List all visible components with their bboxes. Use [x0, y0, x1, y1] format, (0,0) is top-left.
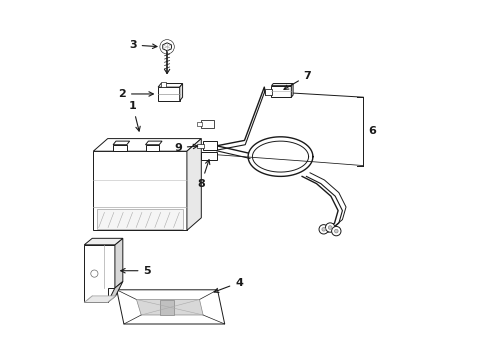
- Polygon shape: [271, 84, 292, 86]
- Bar: [161, 82, 166, 87]
- Polygon shape: [115, 238, 122, 288]
- Text: 2: 2: [118, 89, 153, 99]
- Circle shape: [318, 225, 328, 234]
- Polygon shape: [179, 84, 182, 101]
- Bar: [197, 122, 202, 126]
- Bar: [264, 89, 272, 95]
- Bar: [145, 145, 159, 151]
- Bar: [97, 209, 183, 229]
- Circle shape: [325, 223, 334, 232]
- Bar: [93, 151, 186, 230]
- Polygon shape: [136, 300, 203, 315]
- Bar: [203, 141, 216, 150]
- Text: 1: 1: [129, 101, 140, 131]
- Text: 5: 5: [121, 266, 151, 276]
- Polygon shape: [93, 139, 201, 151]
- Polygon shape: [84, 245, 115, 302]
- Polygon shape: [113, 141, 129, 145]
- Polygon shape: [145, 141, 162, 145]
- Polygon shape: [84, 238, 122, 245]
- Circle shape: [334, 229, 337, 233]
- Bar: [158, 87, 179, 101]
- Circle shape: [321, 228, 325, 231]
- Polygon shape: [158, 84, 182, 87]
- Polygon shape: [163, 43, 171, 51]
- Text: 7: 7: [284, 71, 311, 89]
- Bar: [113, 145, 126, 151]
- Bar: [197, 144, 203, 148]
- Bar: [201, 152, 217, 160]
- Circle shape: [331, 226, 340, 236]
- Circle shape: [328, 226, 331, 229]
- Polygon shape: [291, 84, 292, 97]
- Text: 3: 3: [129, 40, 157, 50]
- Text: 9: 9: [174, 143, 197, 153]
- Bar: [201, 120, 213, 128]
- Circle shape: [91, 270, 98, 277]
- Polygon shape: [84, 296, 115, 302]
- Polygon shape: [186, 139, 201, 230]
- Polygon shape: [107, 282, 122, 302]
- Text: 4: 4: [214, 278, 243, 293]
- Text: 8: 8: [197, 160, 209, 189]
- Bar: [271, 86, 291, 97]
- Polygon shape: [117, 290, 224, 324]
- Polygon shape: [160, 300, 174, 315]
- Text: 6: 6: [367, 126, 375, 136]
